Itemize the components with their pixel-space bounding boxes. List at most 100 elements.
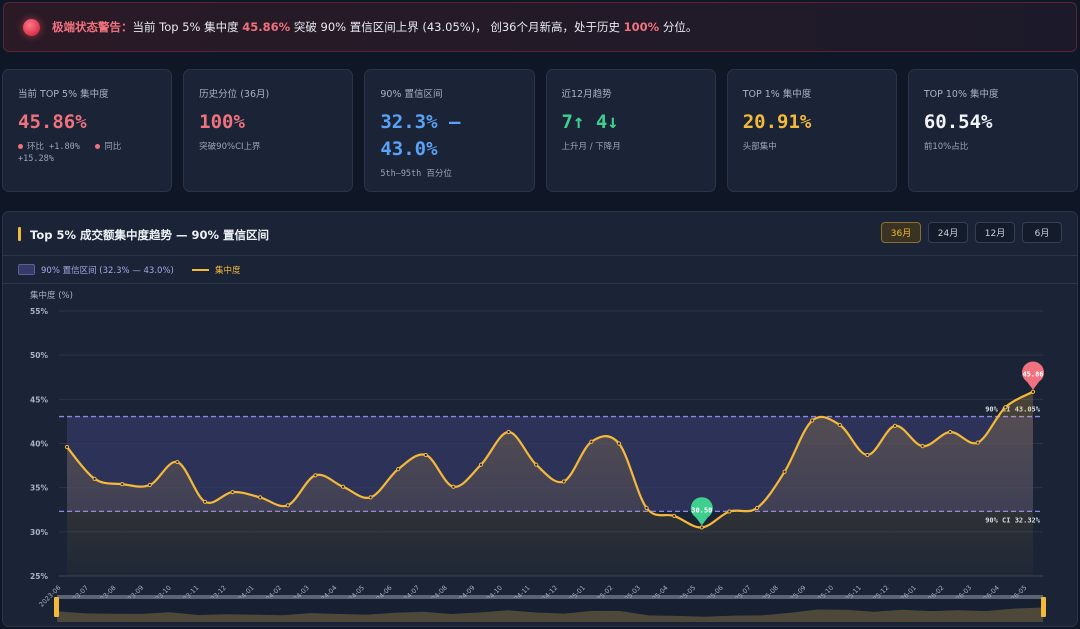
- legend-line-label[interactable]: 集中度: [215, 266, 241, 276]
- range-button-24m[interactable]: 24月: [928, 222, 968, 243]
- data-point: [175, 459, 180, 465]
- alert-lead: 极端状态警告：: [52, 20, 133, 34]
- data-point: [948, 429, 953, 435]
- data-point: [506, 429, 511, 435]
- data-point: [644, 505, 649, 511]
- alert-text: 极端状态警告：当前 Top 5% 集中度 45.86% 突破 90% 置信区间上…: [52, 19, 697, 35]
- data-point: [699, 525, 704, 530]
- bullet-icon: [18, 144, 23, 149]
- series-area: [67, 391, 1033, 576]
- alert-text-part: 分位。: [659, 20, 698, 34]
- kpi-sub-yoy: 同比 +15.28%: [18, 142, 122, 164]
- data-point: [975, 440, 980, 445]
- trend-chart: 集中度 (%)25%30%35%40%45%50%55%90% CI 43.05…: [30, 290, 1046, 622]
- kpi-value: 7↑ 4↓: [561, 111, 619, 133]
- title-accent-bar: [18, 227, 21, 241]
- y-tick-label: 45%: [30, 395, 48, 404]
- range-button-36m[interactable]: 36月: [881, 222, 921, 243]
- data-point: [340, 484, 346, 489]
- kpi-value: 100%: [199, 111, 245, 133]
- data-point: [865, 452, 870, 458]
- data-point: [313, 473, 318, 478]
- data-point: [727, 509, 732, 514]
- kpi-value: 32.3% — 43.0%: [380, 111, 461, 160]
- alert-text-part: 突破 90% 置信区间上界 (43.05%)， 创36个月新高，处于历史: [290, 20, 624, 34]
- kpi-label: 当前 TOP 5% 集中度: [18, 89, 109, 100]
- kpi-value: 20.91%: [742, 111, 812, 133]
- alert-banner: 极端状态警告：当前 Top 5% 集中度 45.86% 突破 90% 置信区间上…: [3, 2, 1077, 52]
- kpi-value: 45.86%: [18, 111, 87, 133]
- chart-panel: Top 5% 成交额集中度趋势 — 90% 置信区间 36月 24月 12月 6…: [2, 211, 1078, 627]
- kpi-sub: 5th–95th 百分位: [380, 169, 452, 179]
- kpi-card-trend: 近12月趋势 7↑ 4↓ 上升月 / 下降月: [545, 69, 716, 192]
- kpi-sub: 突破90%CI上界: [199, 142, 261, 152]
- data-point: [782, 469, 787, 474]
- alert-text-part: 当前 Top 5% 集中度: [132, 20, 243, 34]
- data-point: [368, 495, 373, 500]
- data-point: [892, 423, 898, 428]
- data-point: [451, 484, 456, 489]
- kpi-sub-mom: 环比 +1.80%: [27, 142, 80, 152]
- kpi-card-ci: 90% 置信区间 32.3% — 43.0% 5th–95th 百分位: [364, 69, 535, 192]
- kpi-label: TOP 10% 集中度: [923, 89, 999, 100]
- chart-panel-header: Top 5% 成交额集中度趋势 — 90% 置信区间 36月 24月 12月 6…: [3, 212, 1077, 256]
- kpi-sub: 上升月 / 下降月: [561, 142, 621, 152]
- marker-pin-min: [690, 497, 713, 526]
- data-point: [147, 482, 152, 488]
- data-point: [534, 462, 539, 467]
- y-tick-label: 25%: [30, 572, 48, 581]
- range-button-12m[interactable]: 12月: [975, 222, 1015, 243]
- data-point: [561, 479, 566, 484]
- range-button-6m[interactable]: 6月: [1022, 222, 1062, 243]
- legend-ci-swatch[interactable]: [18, 264, 35, 275]
- data-point: [230, 489, 235, 495]
- kpi-label: TOP 1% 集中度: [742, 89, 812, 100]
- marker-label-max: 45.86: [1022, 371, 1043, 379]
- data-point: [120, 482, 125, 487]
- kpi-label: 历史分位 (36月): [199, 89, 270, 100]
- y-tick-label: 30%: [30, 528, 48, 537]
- kpi-card-percentile: 历史分位 (36月) 100% 突破90%CI上界: [183, 69, 354, 192]
- data-point: [64, 444, 70, 450]
- data-point: [396, 467, 401, 472]
- data-point: [202, 499, 208, 504]
- kpi-value: 60.54%: [923, 111, 993, 133]
- kpi-card-top10: TOP 10% 集中度 60.54% 前10%占比: [907, 69, 1079, 192]
- marker-label-min: 30.50: [691, 506, 712, 514]
- data-point: [810, 418, 815, 423]
- y-axis-label: 集中度 (%): [30, 290, 73, 301]
- kpi-label: 近12月趋势: [561, 89, 612, 100]
- data-point: [920, 444, 925, 449]
- alert-dot-icon: [23, 18, 40, 36]
- legend-line-swatch[interactable]: [192, 269, 209, 271]
- data-point: [837, 422, 842, 428]
- data-point: [1003, 405, 1008, 410]
- kpi-sub: 前10%占比: [923, 142, 969, 152]
- y-tick-label: 35%: [30, 484, 48, 493]
- kpi-card-top1: TOP 1% 集中度 20.91% 头部集中: [726, 69, 897, 192]
- data-point: [616, 441, 622, 446]
- kpi-sub: 环比 +1.80% 同比 +15.28%: [18, 141, 156, 165]
- data-point: [478, 462, 484, 467]
- kpi-card-top5: 当前 TOP 5% 集中度 45.86% 环比 +1.80% 同比 +15.28…: [2, 69, 173, 192]
- zoom-slider-range-bar: [57, 595, 1043, 599]
- data-point: [1030, 389, 1036, 394]
- data-point: [754, 505, 760, 511]
- chart-title: Top 5% 成交额集中度趋势 — 90% 置信区间: [30, 228, 270, 242]
- bullet-icon: [95, 144, 101, 149]
- kpi-label: 90% 置信区间: [380, 89, 443, 100]
- legend-ci-label[interactable]: 90% 置信区间 (32.3% — 43.0%): [41, 266, 174, 276]
- range-selector: 36月 24月 12月 6月: [881, 222, 1062, 243]
- kpi-cards: 当前 TOP 5% 集中度 45.86% 环比 +1.80% 同比 +15.28…: [2, 69, 1079, 192]
- zoom-handle-right[interactable]: [1041, 597, 1046, 617]
- data-point: [285, 503, 290, 508]
- y-tick-label: 50%: [30, 351, 48, 360]
- data-point: [423, 452, 428, 458]
- y-tick-label: 40%: [30, 440, 48, 449]
- y-tick-label: 55%: [30, 307, 48, 316]
- chart-legend: 90% 置信区间 (32.3% — 43.0%) 集中度: [3, 256, 1077, 284]
- kpi-sub: 头部集中: [742, 142, 777, 152]
- data-point: [258, 495, 263, 500]
- zoom-handle-left[interactable]: [54, 597, 59, 617]
- data-point: [672, 513, 677, 519]
